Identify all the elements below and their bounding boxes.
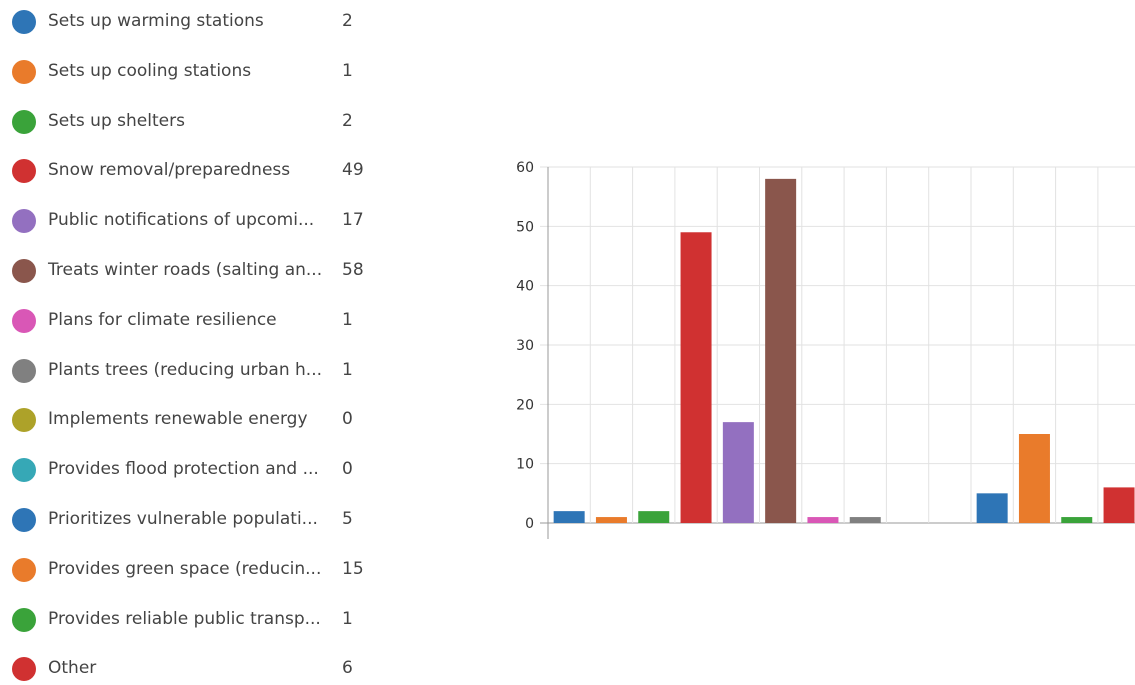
legend-swatch	[12, 607, 36, 632]
bar-chart: 0 10 20 30 40 50 60	[516, 160, 1135, 539]
legend-swatch	[12, 159, 36, 184]
bar	[595, 517, 627, 523]
legend-label: Snow removal/preparedness	[48, 160, 291, 181]
y-tick-label: 60	[516, 160, 534, 176]
legend-label: Sets up warming stations	[48, 11, 264, 31]
y-tick-label: 40	[516, 279, 534, 295]
bar	[1103, 487, 1135, 523]
legend-label: Implements renewable energy	[48, 409, 308, 430]
legend-swatch	[12, 209, 36, 234]
bar	[765, 178, 797, 523]
y-tick-label: 30	[516, 338, 534, 354]
legend-item[interactable]: Sets up cooling stations 1	[10, 58, 390, 88]
bar	[722, 422, 754, 523]
legend-swatch	[12, 508, 36, 532]
legend-label: Sets up cooling stations	[48, 60, 252, 81]
legend-value: 1	[342, 359, 353, 380]
y-tick-label: 10	[516, 457, 534, 473]
legend-item[interactable]: Plants trees (reducing urban h... 1	[10, 357, 390, 387]
legend-label: Sets up shelters	[48, 110, 185, 131]
bar	[976, 493, 1008, 523]
legend-item[interactable]: Other 6	[10, 655, 390, 685]
legend-swatch	[12, 59, 36, 84]
legend-swatch	[12, 557, 36, 582]
y-axis: 0 10 20 30 40 50 60	[516, 160, 534, 532]
legend-value: 15	[342, 558, 364, 579]
legend-label: Plans for climate resilience	[48, 309, 277, 330]
bar	[638, 511, 670, 523]
legend-value: 0	[342, 459, 353, 480]
legend-value: 2	[342, 110, 353, 131]
legend-label: Public notifications of upcomi...	[48, 210, 315, 231]
legend-item[interactable]: Implements renewable energy 0	[10, 406, 390, 436]
bar	[553, 511, 585, 523]
chart-grid	[540, 166, 1135, 539]
legend-item[interactable]: Sets up warming stations 2	[10, 8, 390, 38]
legend-swatch	[12, 109, 36, 134]
chart-legend: Sets up warming stations 2 Sets up cooling…	[0, 0, 400, 682]
legend-value: 2	[342, 11, 353, 31]
legend-value: 5	[342, 509, 353, 529]
legend-value: 6	[342, 658, 353, 679]
legend-label: Plants trees (reducing urban h...	[48, 359, 323, 380]
legend-swatch	[12, 308, 36, 333]
y-tick-label: 0	[525, 516, 534, 532]
legend-item[interactable]: Public notifications of upcomi... 17	[10, 207, 390, 237]
legend-value: 49	[342, 160, 364, 181]
bar	[849, 517, 881, 523]
legend-label: Provides reliable public transp...	[48, 608, 321, 629]
legend-swatch	[12, 259, 36, 283]
y-tick-label: 20	[516, 397, 534, 413]
chart-bars	[553, 178, 1135, 523]
y-tick-label: 50	[516, 219, 534, 235]
legend-label: Prioritizes vulnerable populati...	[48, 509, 318, 529]
legend-item[interactable]: Plans for climate resilience 1	[10, 307, 390, 337]
legend-item[interactable]: Snow removal/preparedness 49	[10, 157, 390, 187]
legend-swatch	[12, 358, 36, 383]
legend-label: Provides flood protection and ...	[48, 459, 319, 480]
legend-label: Provides green space (reducin...	[48, 558, 322, 579]
bar	[807, 517, 839, 523]
legend-value: 1	[342, 309, 353, 330]
legend-swatch	[12, 657, 36, 682]
legend-swatch	[12, 458, 36, 483]
legend-swatch	[12, 10, 36, 34]
legend-item[interactable]: Provides flood protection and ... 0	[10, 456, 390, 486]
legend-value: 1	[342, 608, 353, 629]
legend-item[interactable]: Provides reliable public transp... 1	[10, 606, 390, 636]
legend-item[interactable]: Prioritizes vulnerable populati... 5	[10, 506, 390, 536]
legend-value: 0	[342, 409, 353, 430]
legend-label: Other	[48, 658, 97, 679]
bar	[1061, 517, 1093, 523]
legend-value: 58	[342, 260, 364, 280]
legend-item[interactable]: Sets up shelters 2	[10, 108, 390, 138]
legend-value: 17	[342, 210, 364, 231]
legend-item[interactable]: Treats winter roads (salting an... 58	[10, 257, 390, 287]
bar	[1018, 434, 1050, 523]
legend-label: Treats winter roads (salting an...	[48, 260, 323, 280]
legend-value: 1	[342, 60, 353, 81]
legend-item[interactable]: Provides green space (reducin... 15	[10, 556, 390, 586]
legend-swatch	[12, 408, 36, 433]
bar	[680, 232, 712, 523]
